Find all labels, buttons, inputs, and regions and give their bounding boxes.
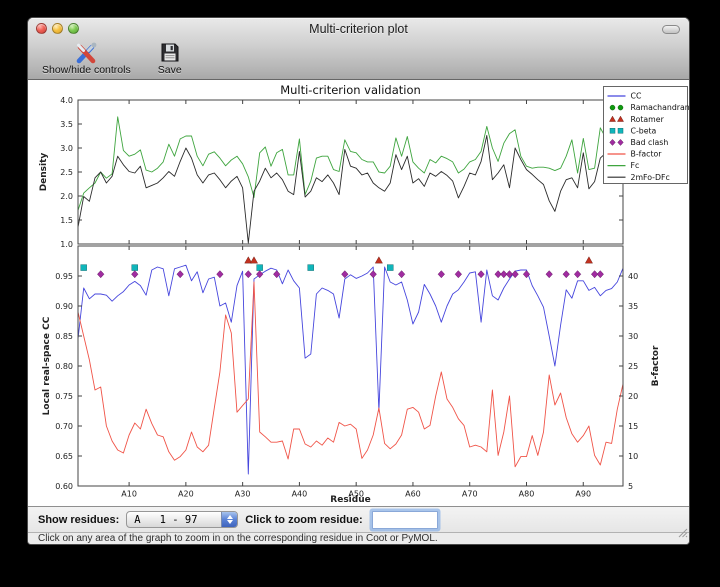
svg-text:Local real-space CC: Local real-space CC: [42, 316, 52, 415]
svg-text:0.65: 0.65: [55, 452, 73, 461]
svg-text:25: 25: [628, 362, 638, 371]
multi-criterion-chart[interactable]: A10 A20 A30 A40 A50 A60 A70 A80 A90 1.0 1.5 2.0 2.5 3…: [28, 80, 690, 506]
traffic-lights: [28, 23, 79, 34]
svg-text:Fc: Fc: [631, 161, 640, 170]
svg-text:C-beta: C-beta: [631, 126, 657, 135]
svg-text:A30: A30: [235, 490, 251, 499]
minimize-button[interactable]: [52, 23, 63, 34]
svg-text:3.0: 3.0: [60, 144, 73, 153]
status-bar: Click on any area of the graph to zoom i…: [28, 528, 689, 544]
svg-text:Rotamer: Rotamer: [631, 115, 665, 124]
controls-bar: Show residues: A 1 - 97 Click to zoom re…: [28, 506, 689, 532]
svg-text:Multi-criterion validation: Multi-criterion validation: [280, 83, 421, 97]
svg-text:35: 35: [628, 302, 638, 311]
svg-text:5: 5: [628, 482, 633, 491]
plot-canvas[interactable]: A10 A20 A30 A40 A50 A60 A70 A80 A90 1.0 1.5 2.0 2.5 3…: [28, 80, 689, 506]
svg-text:0.90: 0.90: [55, 302, 73, 311]
svg-text:A40: A40: [292, 490, 308, 499]
maximize-button[interactable]: [68, 23, 79, 34]
svg-text:0.70: 0.70: [55, 422, 73, 431]
window-chrome: Multi-criterion plot Show/hide controls: [28, 18, 689, 80]
titlebar[interactable]: Multi-criterion plot: [28, 18, 689, 39]
svg-text:4.0: 4.0: [60, 96, 73, 105]
svg-text:A90: A90: [575, 490, 591, 499]
svg-text:A70: A70: [462, 490, 478, 499]
svg-text:10: 10: [628, 452, 638, 461]
svg-text:A50: A50: [348, 490, 364, 499]
svg-text:15: 15: [628, 422, 638, 431]
show-residues-label: Show residues:: [38, 513, 120, 526]
svg-text:Density: Density: [39, 153, 49, 192]
svg-text:2mFo-DFc: 2mFo-DFc: [631, 173, 670, 182]
save-icon: [157, 40, 183, 65]
svg-text:B-factor: B-factor: [651, 345, 661, 386]
svg-text:0.80: 0.80: [55, 362, 73, 371]
zoom-residue-label: Click to zoom residue:: [245, 513, 363, 526]
zoom-residue-input[interactable]: [371, 510, 438, 529]
svg-text:B-factor: B-factor: [631, 150, 663, 159]
show-hide-controls-button[interactable]: Show/hide controls: [42, 40, 131, 76]
resize-grip-icon[interactable]: [676, 525, 688, 543]
window: Multi-criterion plot Show/hide controls: [27, 17, 690, 545]
svg-text:0.95: 0.95: [55, 272, 73, 281]
svg-text:A60: A60: [405, 490, 421, 499]
svg-text:3.5: 3.5: [60, 120, 73, 129]
svg-text:Residue: Residue: [330, 495, 370, 505]
toolbar-toggle-button[interactable]: [662, 25, 680, 34]
svg-text:0.60: 0.60: [55, 482, 73, 491]
tools-icon: [73, 40, 99, 65]
svg-text:0.85: 0.85: [55, 332, 73, 341]
svg-text:2.5: 2.5: [60, 168, 73, 177]
show-residues-value: A 1 - 97: [134, 513, 198, 526]
save-button-label: Save: [157, 64, 182, 76]
svg-text:Ramachandran: Ramachandran: [631, 103, 690, 112]
svg-text:A80: A80: [519, 490, 535, 499]
svg-text:30: 30: [628, 332, 638, 341]
svg-text:A20: A20: [178, 490, 194, 499]
show-hide-controls-label: Show/hide controls: [42, 64, 131, 76]
svg-text:1.5: 1.5: [60, 216, 73, 225]
svg-text:2.0: 2.0: [60, 192, 73, 201]
close-button[interactable]: [36, 23, 47, 34]
svg-text:20: 20: [628, 392, 638, 401]
svg-text:40: 40: [628, 272, 638, 281]
stepper-icon: [221, 512, 238, 527]
save-button[interactable]: Save: [157, 40, 183, 76]
svg-text:Bad clash: Bad clash: [631, 138, 669, 147]
svg-text:CC: CC: [631, 92, 642, 101]
svg-text:1.0: 1.0: [60, 240, 73, 249]
status-text: Click on any area of the graph to zoom i…: [38, 533, 438, 544]
svg-text:A10: A10: [121, 490, 137, 499]
toolbar: Show/hide controls Save: [28, 39, 689, 79]
svg-text:0.75: 0.75: [55, 392, 73, 401]
show-residues-select[interactable]: A 1 - 97: [126, 511, 239, 528]
window-title: Multi-criterion plot: [309, 21, 408, 36]
